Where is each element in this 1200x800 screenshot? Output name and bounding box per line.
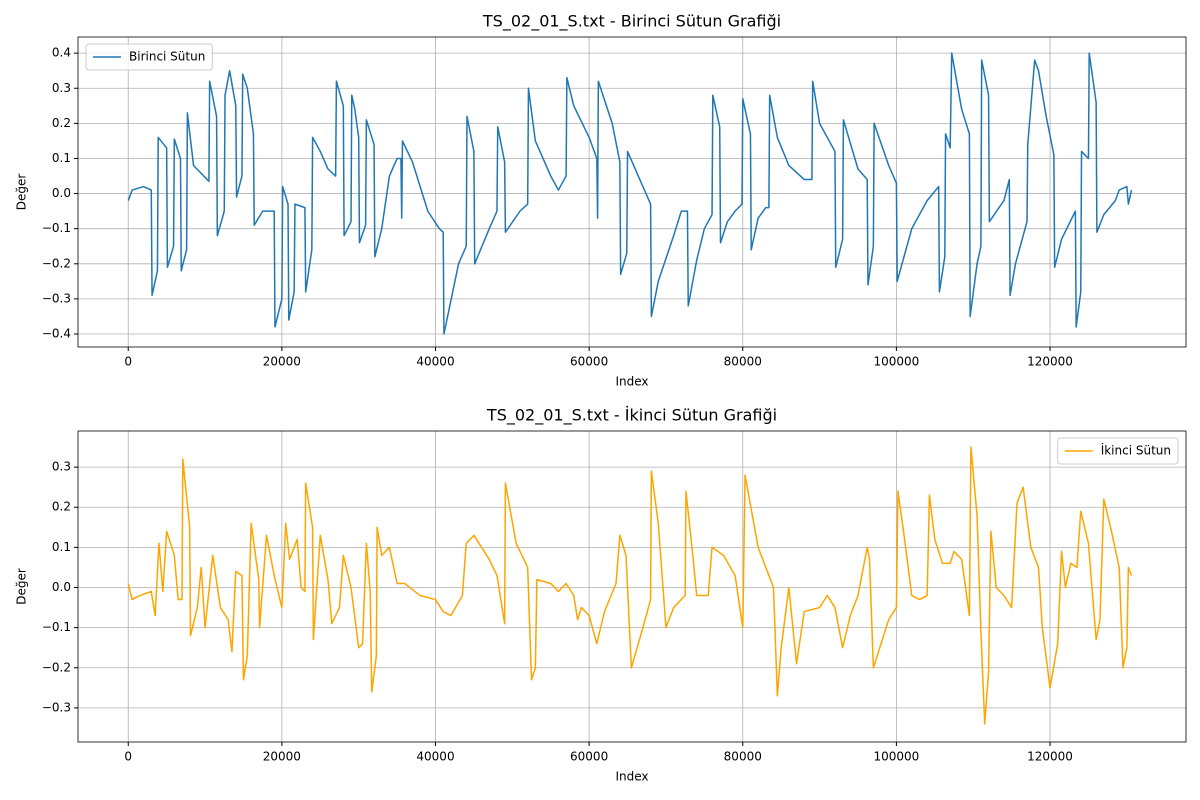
x-tick-label: 80000 — [724, 355, 762, 369]
y-tick-label: −0.1 — [42, 620, 71, 634]
y-tick-label: 0.1 — [52, 540, 71, 554]
y-tick-label: −0.2 — [42, 660, 71, 674]
legend: İkinci Sütun — [1057, 437, 1179, 465]
chart-title: TS_02_01_S.txt - İkinci Sütun Grafiği — [486, 406, 777, 426]
subplot: TS_02_01_S.txt - Birinci Sütun Grafiği 0 2… — [15, 12, 1187, 389]
y-tick-label: 0.2 — [52, 116, 71, 130]
axes-frame — [77, 36, 1187, 348]
y-tick-label: 0.1 — [52, 151, 71, 165]
y-tick-label: −0.3 — [42, 291, 71, 305]
x-tick-label: 40000 — [416, 750, 454, 764]
x-tick-label: 40000 — [416, 355, 454, 369]
legend: Birinci Sütun — [85, 43, 213, 71]
y-tick-label: 0.4 — [52, 46, 71, 60]
x-tick-label: 0 — [124, 355, 132, 369]
data-line — [127, 446, 1133, 725]
legend-label: İkinci Sütun — [1101, 443, 1171, 458]
axes-frame — [77, 430, 1187, 743]
y-tick-label: 0.0 — [52, 580, 71, 594]
y-tick-label: −0.1 — [42, 221, 71, 235]
legend-box — [1057, 437, 1179, 465]
x-tick-label: 100000 — [873, 750, 919, 764]
y-tick-label: −0.4 — [42, 327, 71, 341]
y-tick-label: 0.3 — [52, 81, 71, 95]
plot-area — [127, 52, 1133, 335]
x-tick-label: 120000 — [1027, 750, 1073, 764]
y-tick-label: 0.3 — [52, 460, 71, 474]
x-tick-label: 20000 — [263, 355, 301, 369]
x-axis-label: Index — [615, 375, 648, 389]
x-tick-label: 20000 — [263, 750, 301, 764]
x-tick-label: 120000 — [1027, 355, 1073, 369]
y-tick-label: 0.0 — [52, 186, 71, 200]
y-axis-label: Değer — [15, 174, 29, 211]
x-tick-label: 80000 — [724, 750, 762, 764]
y-tick-label: −0.3 — [42, 700, 71, 714]
x-axis-label: Index — [615, 770, 648, 784]
y-tick-label: 0.2 — [52, 500, 71, 514]
subplot: TS_02_01_S.txt - İkinci Sütun Grafiği 0 20… — [15, 406, 1187, 784]
legend-label: Birinci Sütun — [129, 50, 205, 64]
chart-title: TS_02_01_S.txt - Birinci Sütun Grafiği — [482, 12, 781, 32]
plot-area — [127, 446, 1133, 725]
y-tick-label: −0.2 — [42, 256, 71, 270]
x-tick-label: 60000 — [570, 355, 608, 369]
y-axis-label: Değer — [15, 568, 29, 605]
x-tick-label: 100000 — [873, 355, 919, 369]
legend-box — [85, 43, 213, 71]
x-tick-label: 60000 — [570, 750, 608, 764]
x-tick-label: 0 — [124, 750, 132, 764]
data-line — [127, 52, 1133, 335]
